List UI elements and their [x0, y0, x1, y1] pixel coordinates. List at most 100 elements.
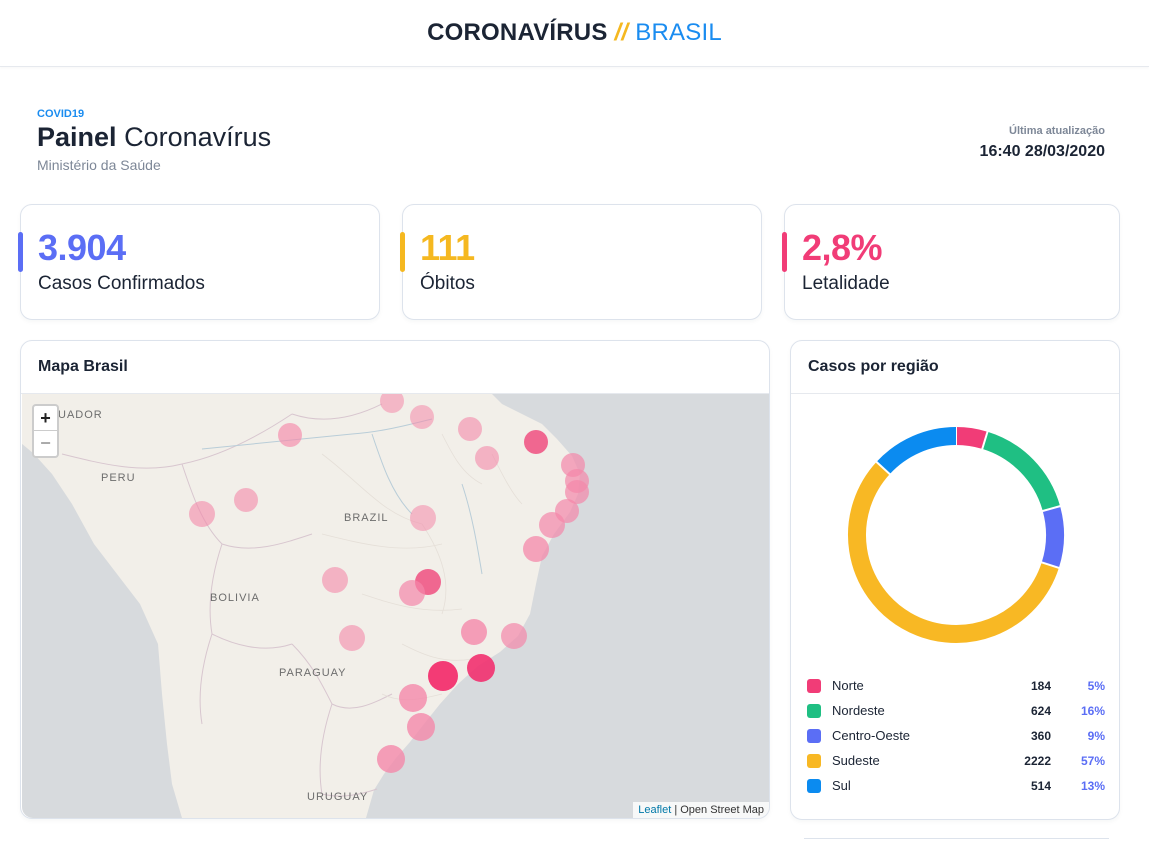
case-marker[interactable] — [339, 625, 365, 651]
border-lines — [61, 403, 393, 797]
stat-card-confirmed: 3.904 Casos Confirmados — [18, 204, 380, 320]
map-label-ecuador: UADOR — [58, 409, 103, 421]
donut-separator — [1041, 504, 1062, 513]
stat-label-lethality: Letalidade — [802, 273, 890, 294]
donut-slice-sul[interactable] — [876, 427, 957, 475]
stat-value-lethality: 2,8% — [802, 227, 883, 268]
legend-item-norte[interactable]: Norte 184 5% — [807, 676, 1105, 696]
legend-region-name: Nordeste — [832, 703, 885, 718]
legend-item-nordeste[interactable]: Nordeste 624 16% — [807, 701, 1105, 721]
sea-pacific-north — [22, 444, 42, 504]
legend-region-count: 360 — [1030, 729, 1051, 743]
stat-value-deaths: 111 — [420, 227, 475, 268]
case-marker[interactable] — [565, 480, 589, 504]
donut-slice-nordeste[interactable] — [981, 431, 1061, 512]
map-label-peru: PERU — [101, 472, 136, 484]
stat-accent-bar — [18, 232, 23, 272]
case-marker[interactable] — [524, 430, 548, 454]
land-south-america — [22, 394, 580, 818]
donut-slice-norte[interactable] — [955, 427, 988, 450]
stat-label-confirmed: Casos Confirmados — [38, 273, 205, 294]
brand-part-1: CORONAVÍRUS — [427, 19, 608, 46]
legend-item-centro-oeste[interactable]: Centro-Oeste 360 9% — [807, 726, 1105, 746]
page-header: COVID19 Painel Coronavírus Ministério da… — [37, 108, 271, 173]
case-marker[interactable] — [380, 394, 404, 413]
case-marker[interactable] — [539, 512, 565, 538]
legend-swatch — [807, 754, 821, 768]
legend-region-name: Sul — [832, 778, 851, 793]
case-marker[interactable] — [234, 488, 258, 512]
stat-card-lethality: 2,8% Letalidade — [782, 204, 1120, 320]
case-marker[interactable] — [467, 654, 495, 682]
page-title-rest: Coronavírus — [124, 122, 272, 152]
next-card-edge — [804, 838, 1109, 839]
region-panel-title: Casos por região — [808, 358, 939, 375]
stat-label-deaths: Óbitos — [420, 273, 475, 294]
donut-slice-centro-oeste[interactable] — [1041, 506, 1064, 568]
case-marker[interactable] — [458, 417, 482, 441]
map-attribution: Leaflet | Open Street Map — [633, 802, 769, 818]
attribution-text: | Open Street Map — [674, 804, 764, 816]
legend-swatch — [807, 704, 821, 718]
legend-item-sul[interactable]: Sul 514 13% — [807, 776, 1105, 796]
map-label-uruguay: URUGUAY — [307, 791, 369, 803]
leaflet-link[interactable]: Leaflet — [638, 804, 672, 816]
donut-separator — [981, 430, 989, 451]
map-label-bolivia: BOLIVIA — [210, 592, 260, 604]
case-marker[interactable] — [461, 619, 487, 645]
case-marker[interactable] — [322, 567, 348, 593]
top-bar: CORONAVÍRUS//BRASIL — [0, 0, 1149, 67]
case-marker[interactable] — [428, 661, 458, 691]
case-marker[interactable] — [475, 446, 499, 470]
map-panel-title: Mapa Brasil — [38, 358, 128, 375]
case-marker[interactable] — [189, 501, 215, 527]
stat-value-confirmed: 3.904 — [38, 227, 126, 268]
legend-swatch — [807, 779, 821, 793]
zoom-control: + − — [32, 404, 59, 458]
map-label-brazil: BRAZIL — [344, 512, 389, 524]
case-marker[interactable] — [523, 536, 549, 562]
brand-logo[interactable]: CORONAVÍRUS//BRASIL — [427, 19, 722, 47]
map-label-paraguay: PARAGUAY — [279, 667, 347, 679]
case-marker[interactable] — [399, 580, 425, 606]
legend-swatch — [807, 679, 821, 693]
brazil-map[interactable]: UADOR PERU BRAZIL BOLIVIA PARAGUAY URUGU… — [22, 394, 769, 818]
legend-region-name: Sudeste — [832, 753, 880, 768]
stat-accent-bar — [400, 232, 405, 272]
case-marker[interactable] — [399, 684, 427, 712]
case-marker[interactable] — [278, 423, 302, 447]
legend-item-sudeste[interactable]: Sudeste 2222 57% — [807, 751, 1105, 771]
last-update: Última atualização 16:40 28/03/2020 — [980, 125, 1105, 161]
map-panel: Mapa Brasil UADOR PERU BRAZIL BOLIVIA PA… — [20, 340, 770, 819]
legend-region-percent: 5% — [1087, 679, 1105, 693]
legend-region-count: 2222 — [1024, 754, 1051, 768]
case-marker[interactable] — [501, 623, 527, 649]
legend-region-name: Centro-Oeste — [832, 728, 911, 743]
case-marker[interactable] — [410, 405, 434, 429]
stat-card-deaths: 111 Óbitos — [400, 204, 762, 320]
last-update-label: Última atualização — [1009, 125, 1105, 137]
legend-region-count: 624 — [1030, 704, 1051, 718]
covid-tag: COVID19 — [37, 108, 85, 120]
legend-region-name: Norte — [832, 678, 864, 693]
zoom-out-button[interactable]: − — [40, 433, 51, 453]
river-lines — [201, 418, 483, 575]
region-donut-chart — [848, 426, 1064, 643]
legend-region-percent: 13% — [1080, 779, 1105, 793]
zoom-in-button[interactable]: + — [34, 406, 57, 431]
stat-accent-bar — [782, 232, 787, 272]
region-panel: Casos por região Norte 184 5% Nordeste 624 16… — [790, 340, 1120, 820]
donut-separator — [1040, 561, 1061, 570]
case-marker[interactable] — [377, 745, 405, 773]
legend-region-count: 184 — [1030, 679, 1051, 693]
donut-slice-sudeste[interactable] — [848, 461, 1059, 643]
map-canvas — [22, 394, 580, 818]
legend-region-count: 514 — [1030, 779, 1051, 793]
legend-region-percent: 57% — [1080, 754, 1105, 768]
case-marker[interactable] — [407, 713, 435, 741]
donut-separator — [875, 460, 892, 476]
page-title: Painel Coronavírus — [37, 122, 271, 153]
case-markers — [189, 394, 589, 773]
page-title-bold: Painel — [37, 122, 117, 152]
case-marker[interactable] — [410, 505, 436, 531]
